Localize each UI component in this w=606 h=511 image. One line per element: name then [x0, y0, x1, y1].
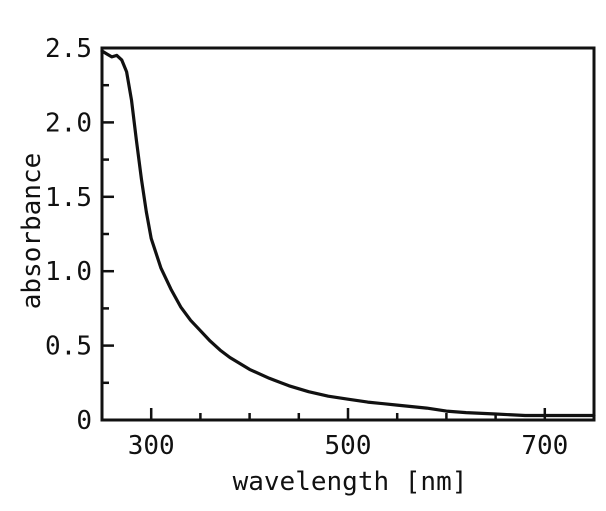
y-tick-label: 0.5 — [45, 332, 92, 362]
x-axis-title: wavelength [nm] — [233, 467, 468, 497]
x-tick-label: 300 — [128, 431, 175, 461]
y-tick-label: 2.0 — [45, 108, 92, 138]
y-tick-label: 1.0 — [45, 257, 92, 287]
x-tick-label: 500 — [325, 431, 372, 461]
series-line-absorbance — [100, 49, 596, 418]
y-tick-label: 0 — [76, 406, 92, 436]
ticks-layer — [102, 46, 547, 422]
x-tick-label: 700 — [521, 431, 568, 461]
labels-layer: 0 0.5 1.0 1.5 2.0 2.5 300 500 700 — [45, 34, 568, 461]
y-tick-label: 2.5 — [45, 34, 92, 64]
plot-frame — [100, 46, 596, 422]
y-tick-label: 1.5 — [45, 183, 92, 213]
y-axis-title: absorbance — [17, 153, 47, 310]
